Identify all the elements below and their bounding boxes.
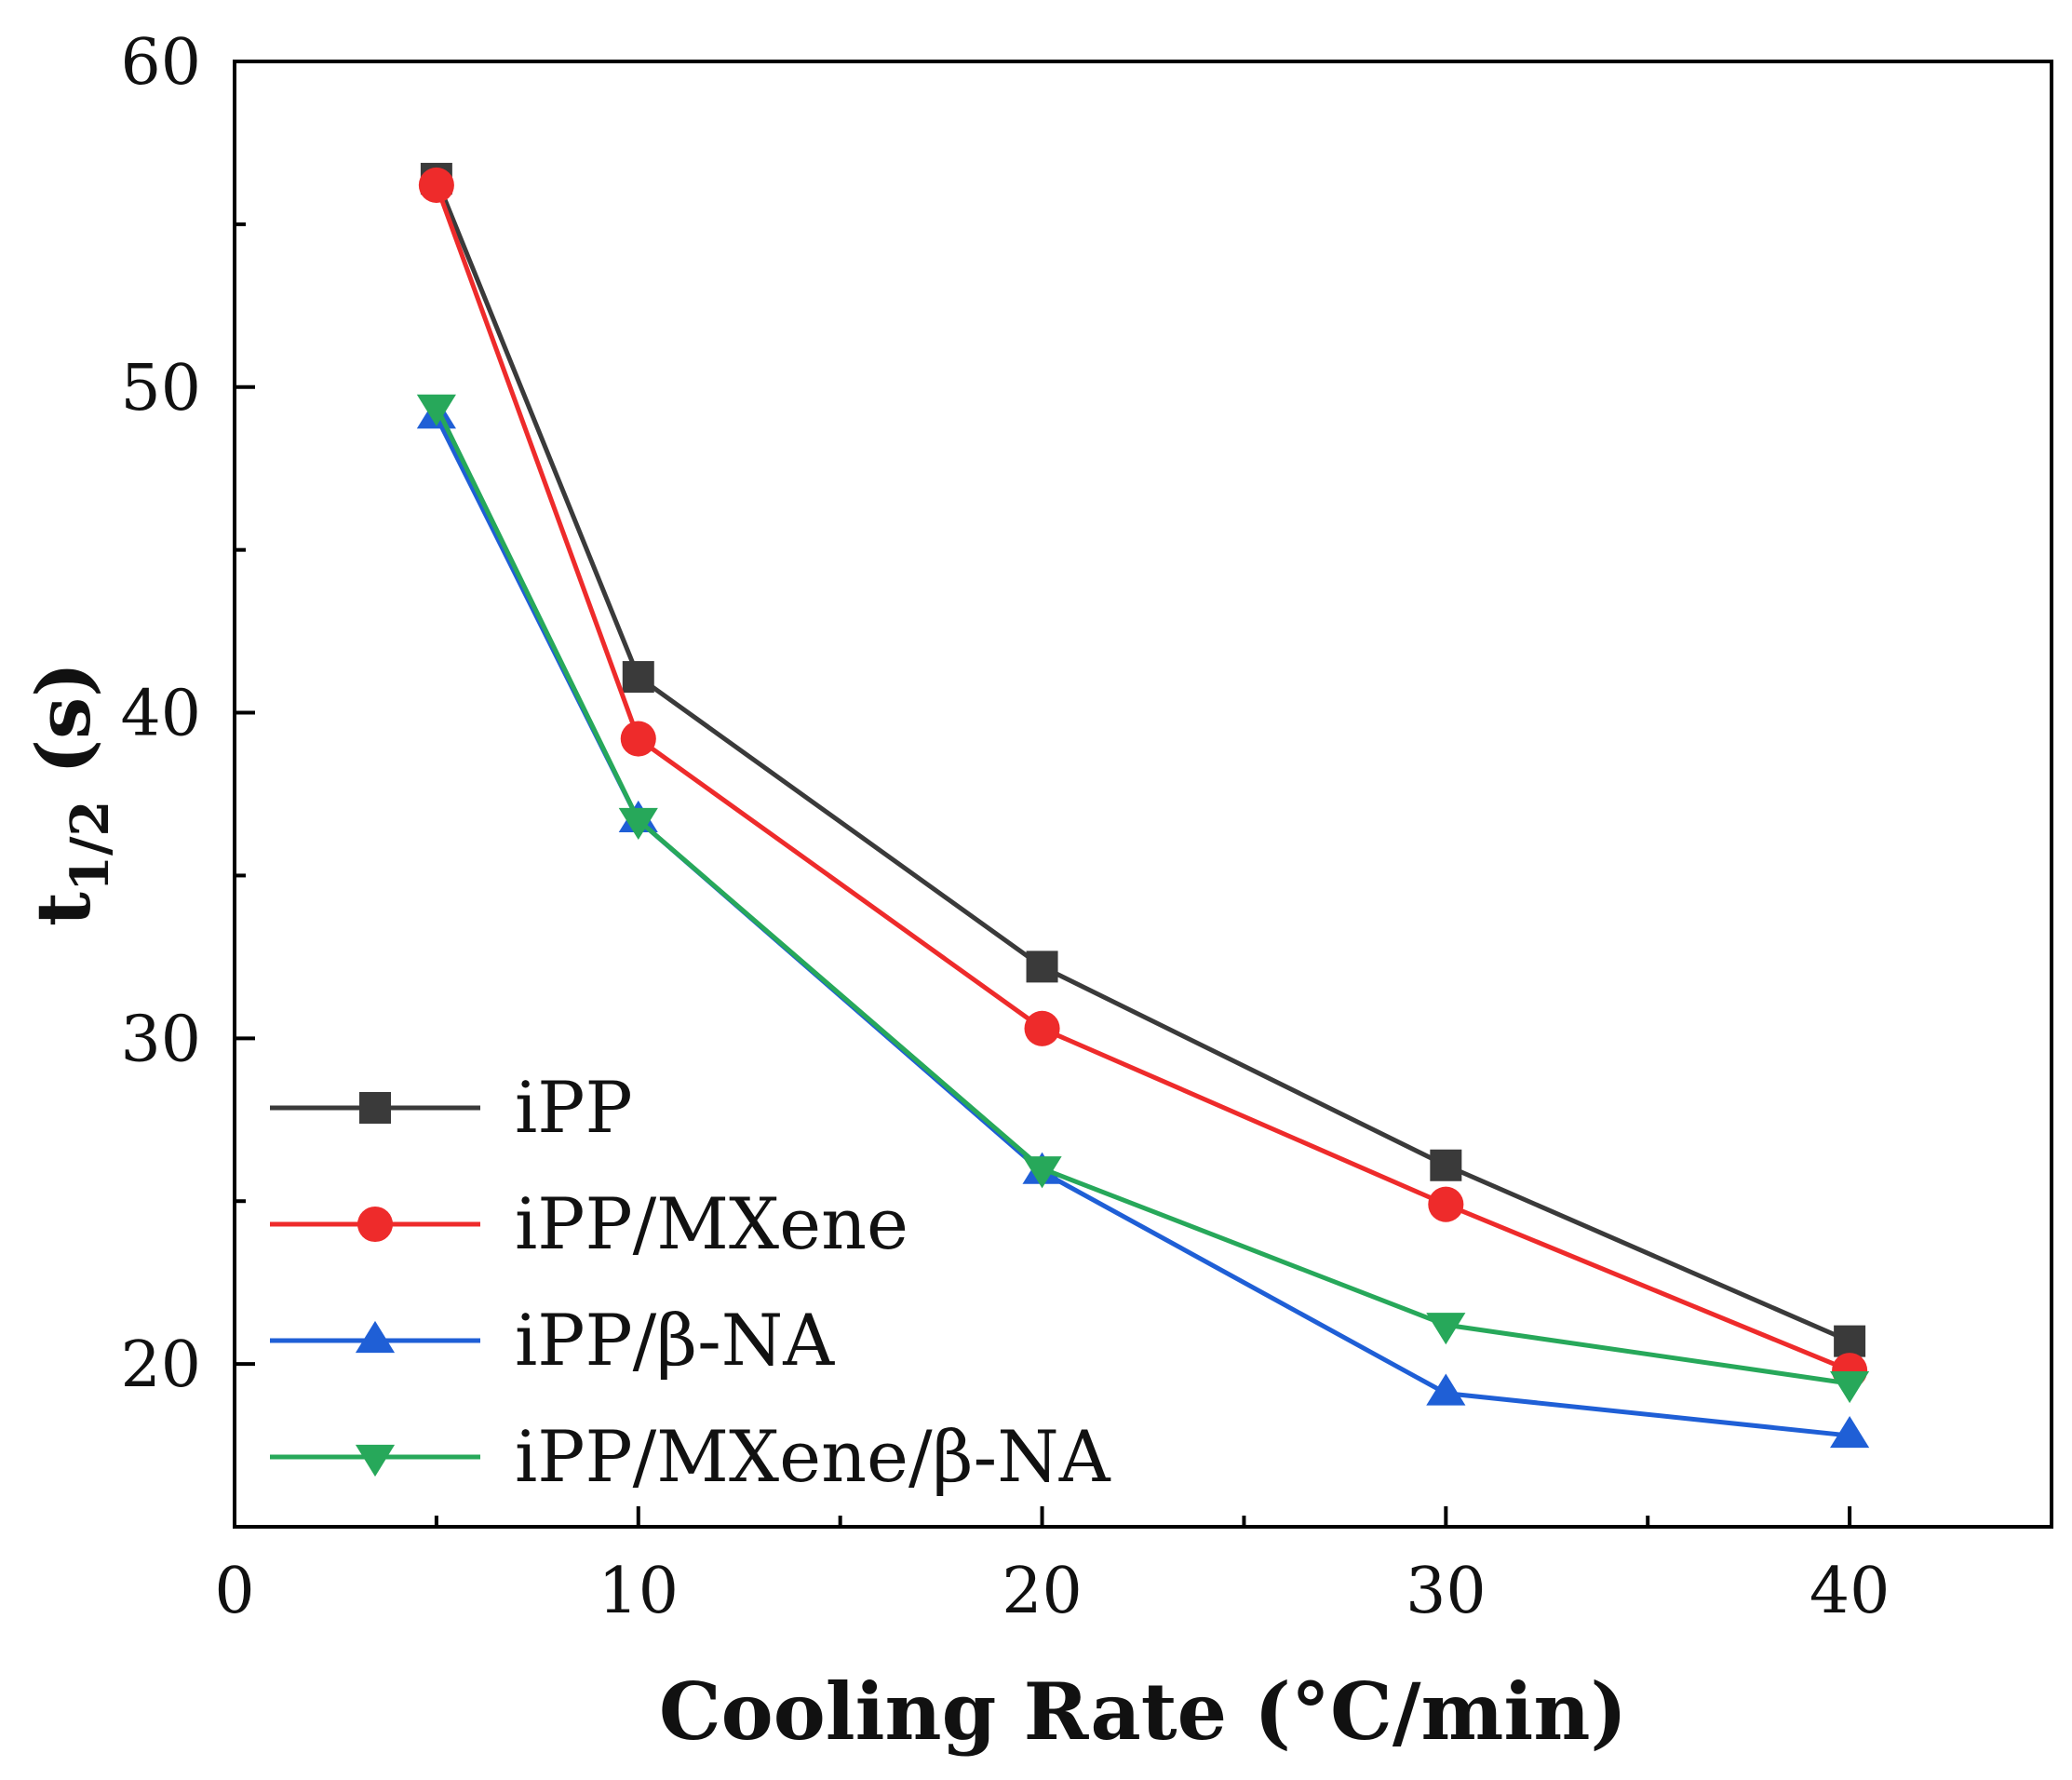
series-line-ipp [434, 177, 1851, 1343]
data-point-ipp-mxene-10 [620, 721, 656, 757]
y-tick-label-60: 60 [120, 26, 201, 100]
legend-label-ipp-mxene: iPP/MXene [515, 1182, 908, 1265]
legend-item-ipp-mxene-na: iPP/MXene/β-NA [270, 1415, 1111, 1498]
data-point-ipp-mxene-20 [1024, 1010, 1060, 1046]
plot-frame [233, 60, 2053, 1529]
y-axis-title-unit: (s) [20, 662, 107, 801]
x-tick-label-10: 10 [599, 1555, 679, 1628]
legend-marker-ipp-mxene [357, 1206, 394, 1243]
legend-item-ipp-na: iPP/β-NA [270, 1299, 835, 1382]
data-point-ipp-mxene-na-20 [1022, 1156, 1062, 1189]
data-point-ipp-mxene-na-5 [416, 394, 456, 426]
tick-labels-group: 0 10 20 30 40 20 30 40 50 60 [120, 26, 1890, 1628]
y-tick-label-20: 20 [120, 1328, 201, 1402]
data-point-ipp-mxene-5 [418, 167, 454, 203]
data-point-ipp-20 [1026, 951, 1058, 983]
data-point-ipp-na-40 [1830, 1415, 1870, 1449]
x-tick-label-20: 20 [1002, 1555, 1083, 1628]
legend-label-ipp-na: iPP/β-NA [515, 1299, 835, 1382]
y-axis-title-subscript: 1/2 [60, 801, 121, 892]
data-point-ipp-30 [1430, 1149, 1462, 1181]
series-group [416, 162, 1870, 1449]
series-ipp-mxene-na [416, 394, 1870, 1404]
y-axis-title-main: t [20, 892, 107, 926]
x-tick-label-40: 40 [1810, 1555, 1890, 1628]
x-tick-label-0: 0 [214, 1555, 254, 1628]
x-axis-title: Cooling Rate (°C/min) [659, 1665, 1627, 1758]
data-point-ipp-mxene-na-40 [1830, 1371, 1870, 1404]
data-point-ipp-mxene-30 [1428, 1186, 1464, 1222]
legend-item-ipp: iPP [270, 1066, 633, 1149]
data-point-ipp-mxene-na-30 [1426, 1313, 1466, 1345]
legend-label-ipp: iPP [515, 1066, 633, 1149]
ticks-group [233, 60, 1852, 1527]
series-ipp-mxene [418, 167, 1868, 1389]
data-point-ipp-40 [1834, 1325, 1866, 1357]
y-axis-title: t1/2 (s) [20, 662, 121, 926]
legend-label-ipp-mxene-na: iPP/MXene/β-NA [515, 1415, 1111, 1498]
x-tick-label-30: 30 [1406, 1555, 1487, 1628]
legend-marker-ipp-mxene-na [355, 1444, 396, 1477]
legend: iPP iPP/MXene iPP/β-NA iPP/MXene/β-NA [270, 1066, 1111, 1498]
data-point-ipp-10 [622, 661, 654, 694]
series-ipp [420, 162, 1866, 1357]
data-point-ipp-mxene-na-10 [618, 807, 658, 841]
data-point-ipp-na-30 [1426, 1373, 1466, 1406]
y-tick-label-40: 40 [120, 678, 201, 751]
legend-marker-ipp-na [355, 1320, 396, 1354]
y-tick-label-30: 30 [120, 1003, 201, 1076]
y-tick-label-50: 50 [120, 352, 201, 425]
legend-marker-ipp [359, 1092, 391, 1124]
legend-item-ipp-mxene: iPP/MXene [270, 1182, 908, 1265]
